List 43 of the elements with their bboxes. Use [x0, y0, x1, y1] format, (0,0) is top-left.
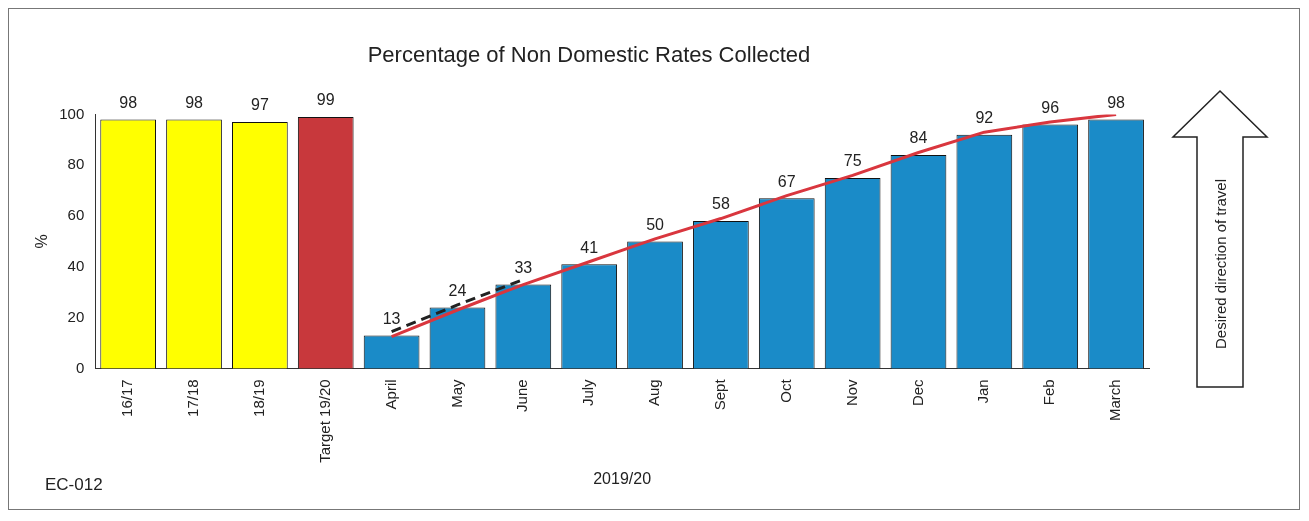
data-label: 98	[185, 93, 204, 111]
x-tick-label: March	[1106, 379, 1124, 422]
x-tick-label: Nov	[842, 378, 860, 407]
y-tick-label: 80	[67, 155, 85, 173]
data-label: 58	[712, 195, 730, 213]
data-label: 13	[382, 309, 401, 327]
y-tick-label: 40	[67, 256, 85, 274]
data-label: 67	[777, 172, 796, 190]
data-label: 98	[1107, 93, 1126, 111]
data-label: 50	[646, 215, 665, 233]
x-tick-label: May	[447, 378, 465, 408]
x-tick-label: 18/19	[250, 379, 268, 417]
data-label: 97	[250, 96, 269, 114]
text: EC-012	[45, 475, 103, 495]
y-tick-label: 20	[67, 307, 85, 325]
data-label: 92	[975, 109, 994, 127]
x-tick-label: 16/17	[118, 379, 136, 417]
x-tick-label: Jan	[974, 379, 992, 404]
x-tick-label: 17/18	[184, 379, 202, 417]
chart-title: Percentage of Non Domestic Rates Collected	[367, 42, 811, 68]
data-label: 24	[448, 281, 467, 299]
x-tick-label: June	[513, 379, 531, 412]
data-label: 41	[580, 238, 599, 256]
data-label: 84	[909, 129, 928, 147]
x-tick-label: Target 19/20	[315, 379, 333, 463]
text: Desired direction of travel	[1211, 178, 1229, 350]
x-tick-label: April	[381, 379, 399, 410]
x-tick-label: Dec	[908, 378, 926, 407]
data-label: 96	[1041, 98, 1060, 116]
data-label: 33	[514, 258, 533, 276]
y-tick-label: 60	[67, 206, 85, 224]
x-axis-title: 2019/20	[593, 469, 652, 487]
data-label: 99	[316, 91, 335, 109]
x-tick-label: Sept	[711, 378, 729, 411]
x-tick-label: Oct	[776, 378, 794, 403]
y-tick-label: 100	[59, 104, 85, 122]
x-tick-label: Aug	[645, 379, 663, 407]
data-label: 98	[119, 93, 138, 111]
x-tick-label: July	[579, 378, 597, 407]
y-tick-label: 0	[75, 358, 85, 376]
x-tick-label: Feb	[1040, 379, 1058, 406]
data-label: 75	[843, 152, 862, 170]
y-axis-title: %	[33, 234, 51, 249]
